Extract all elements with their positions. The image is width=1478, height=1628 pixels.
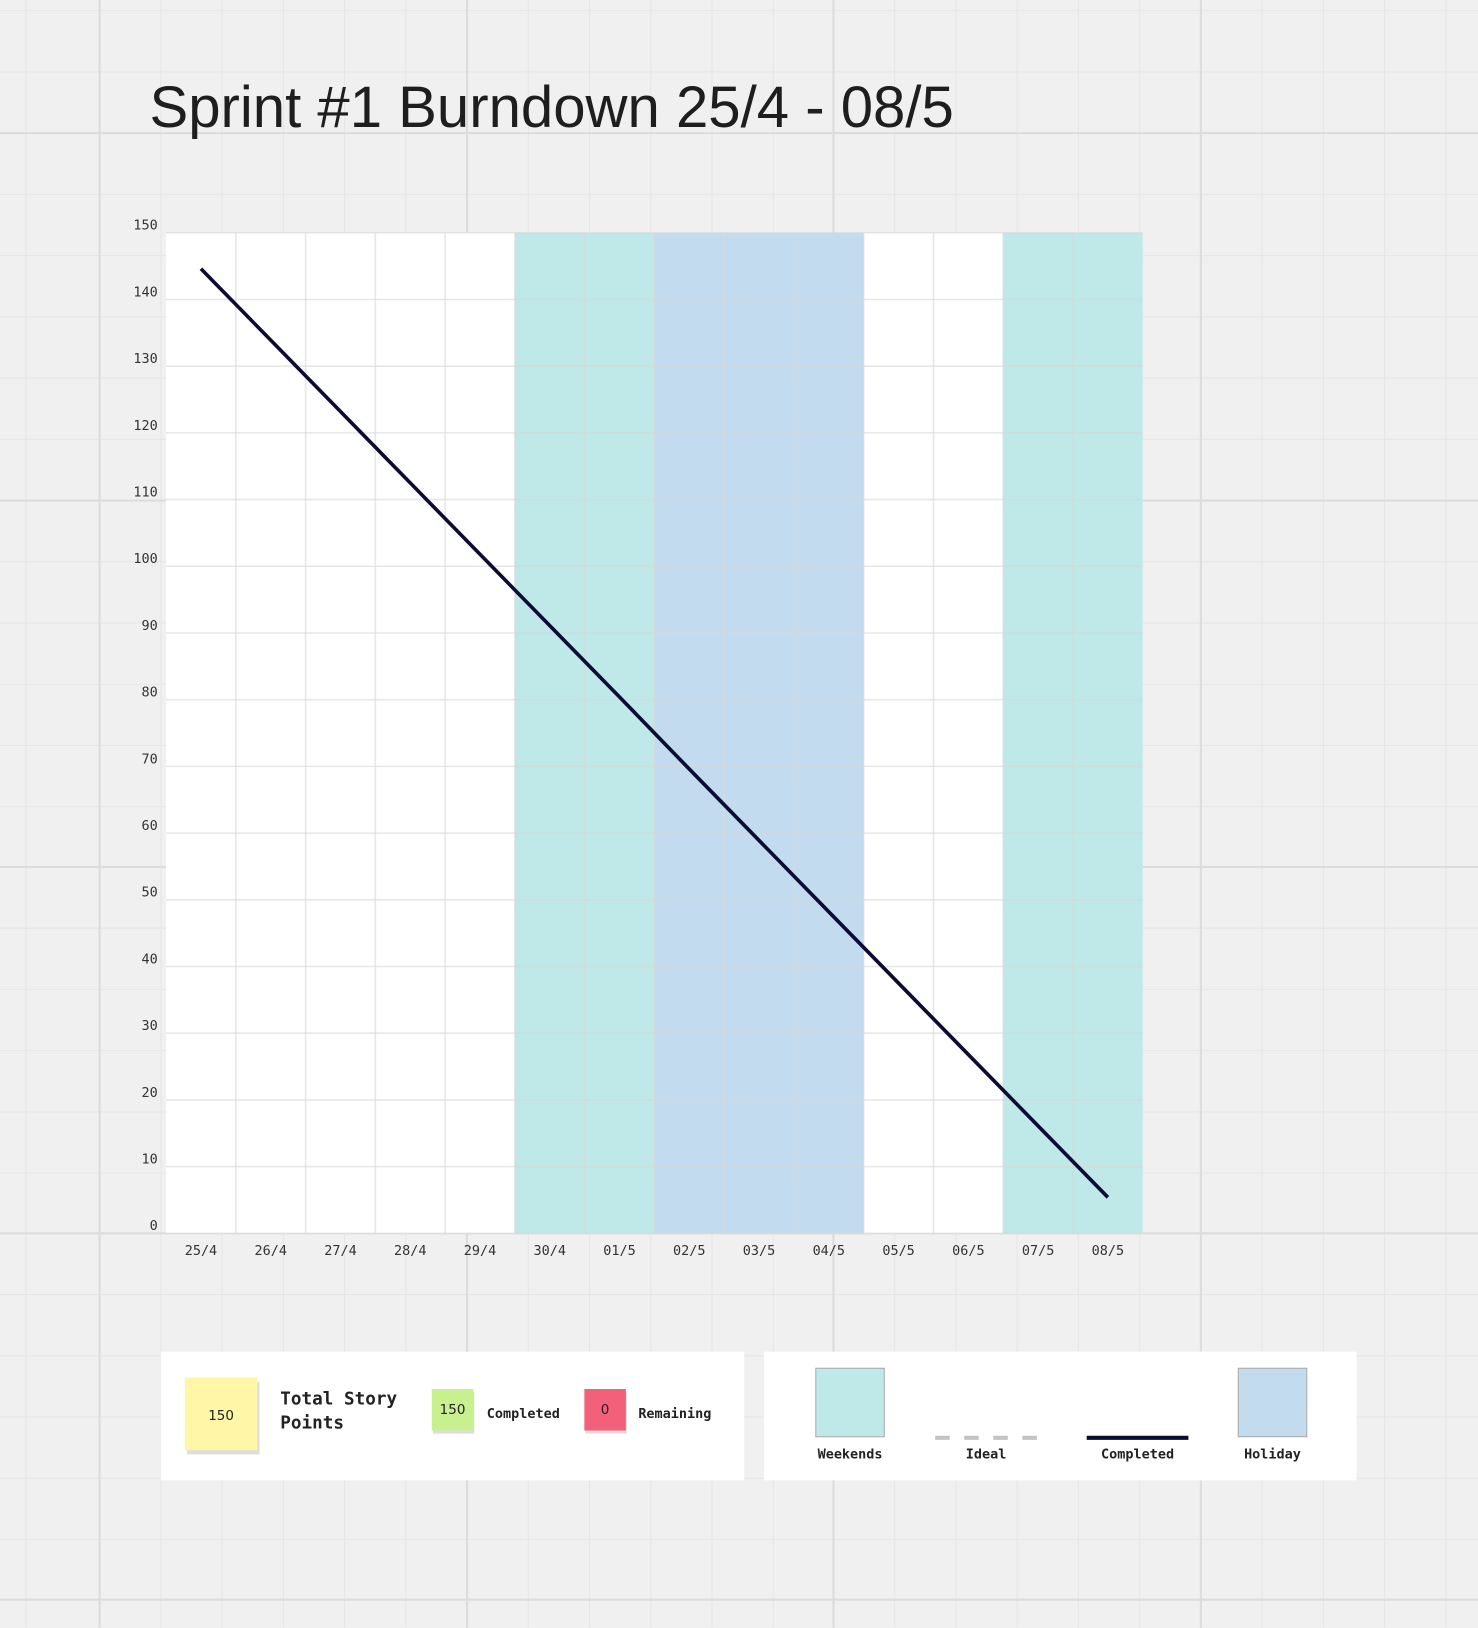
completed-label: Completed <box>487 1406 560 1422</box>
y-tick-label: 90 <box>142 618 158 634</box>
x-tick-label: 26/4 <box>254 1243 286 1259</box>
total-note <box>184 1377 258 1451</box>
legend-label: Weekends <box>818 1447 883 1463</box>
x-tick-label: 02/5 <box>673 1243 705 1259</box>
legend-swatch <box>1237 1367 1308 1438</box>
x-tick-label: 08/5 <box>1092 1243 1124 1259</box>
x-tick-label: 06/5 <box>952 1243 984 1259</box>
shaded-band <box>654 232 725 1234</box>
remaining-value: 0 <box>601 1402 610 1418</box>
y-tick-label: 50 <box>142 885 158 901</box>
x-tick-label: 27/4 <box>324 1243 356 1259</box>
total-value: 150 <box>208 1408 234 1424</box>
shaded-band <box>584 232 655 1234</box>
legend-label: Ideal <box>966 1447 1007 1463</box>
total-label: Total Story Points <box>280 1389 398 1434</box>
legend-label: Completed <box>1101 1447 1174 1463</box>
x-tick-label: 03/5 <box>743 1243 775 1259</box>
x-tick-label: 05/5 <box>882 1243 914 1259</box>
legend: Weekends Holiday Ideal Completed <box>815 1367 1308 1463</box>
y-tick-label: 70 <box>142 751 158 767</box>
remaining-note <box>584 1389 626 1431</box>
y-tick-label: 150 <box>133 218 157 234</box>
legend-swatch <box>815 1367 885 1438</box>
shaded-band <box>793 232 864 1234</box>
completed-line <box>199 267 1110 1199</box>
y-tick-label: 100 <box>133 551 157 567</box>
shaded-band <box>724 232 794 1234</box>
y-tick-label: 60 <box>142 818 158 834</box>
y-tick-label: 10 <box>142 1152 158 1168</box>
y-tick-label: 20 <box>142 1085 158 1101</box>
plot: 0 10 20 30 40 50 60 70 80 90 100 110 120 130 140 150 25/… <box>133 218 1143 1259</box>
x-tick-label: 28/4 <box>394 1243 426 1259</box>
completed-note <box>431 1389 474 1431</box>
completed-value: 150 <box>440 1402 466 1418</box>
x-tick-label: 25/4 <box>185 1243 217 1259</box>
legend-label: Holiday <box>1244 1447 1301 1463</box>
x-tick-label: 07/5 <box>1022 1243 1054 1259</box>
y-tick-label: 140 <box>133 284 157 300</box>
x-tick-label: 01/5 <box>603 1243 635 1259</box>
shaded-band <box>1072 232 1143 1234</box>
x-tick-label: 04/5 <box>813 1243 845 1259</box>
shaded-band <box>1003 232 1073 1234</box>
remaining-label: Remaining <box>638 1406 711 1422</box>
total-label-box: Total Story Points <box>280 1389 398 1434</box>
y-tick-label: 0 <box>150 1218 158 1234</box>
y-tick-label: 130 <box>133 351 157 367</box>
shaded-band <box>514 232 585 1234</box>
y-tick-label: 120 <box>133 418 157 434</box>
y-tick-label: 30 <box>142 1018 158 1034</box>
chart-title: Sprint #1 Burndown 25/4 - 08/5 <box>149 75 953 140</box>
y-tick-label: 40 <box>142 951 158 967</box>
y-tick-label: 110 <box>133 484 157 500</box>
y-tick-label: 80 <box>142 685 158 701</box>
x-tick-label: 29/4 <box>464 1243 496 1259</box>
x-tick-label: 30/4 <box>534 1243 566 1259</box>
